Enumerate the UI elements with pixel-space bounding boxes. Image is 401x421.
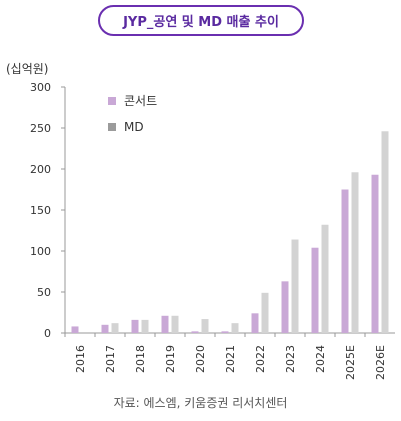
source-note: 자료: 에스엠, 키움증권 리서치센터 [113, 396, 288, 410]
x-tick-label: 2025E [344, 345, 357, 380]
x-tick-label: 2017 [104, 345, 117, 373]
chart-title: JYP_공연 및 MD 매출 추이 [98, 5, 304, 36]
bar-md-2019 [171, 315, 179, 333]
y-tick-label: 50 [37, 286, 51, 299]
y-tick-label: 100 [30, 245, 51, 258]
legend-label: MD [124, 120, 144, 134]
y-tick-label: 250 [30, 122, 51, 135]
bar-md-2022 [261, 292, 269, 333]
x-tick-label: 2026E [374, 345, 387, 380]
bar-concert-2021 [221, 331, 229, 333]
bar-concert-2025E [341, 189, 349, 333]
x-tick-label: 2022 [254, 345, 267, 373]
x-tick-label: 2016 [74, 345, 87, 373]
bar-concert-2016 [71, 326, 79, 333]
y-tick-label: 200 [30, 163, 51, 176]
unit-label: (십억원) [6, 62, 49, 76]
x-tick-label: 2023 [284, 345, 297, 373]
bar-md-2018 [141, 319, 149, 333]
bar-concert-2022 [251, 313, 259, 333]
bar-md-2026E [381, 131, 389, 333]
bar-md-2025E [351, 172, 359, 333]
y-tick-label: 0 [44, 327, 51, 340]
x-tick-label: 2019 [164, 345, 177, 373]
x-tick-label: 2024 [314, 345, 327, 373]
bar-concert-2018 [131, 319, 139, 333]
legend-label: 콘서트 [124, 94, 157, 108]
bar-concert-2020 [191, 331, 199, 333]
x-tick-label: 2020 [194, 345, 207, 373]
bar-md-2017 [111, 323, 119, 333]
legend-swatch [108, 123, 116, 131]
y-tick-label: 150 [30, 204, 51, 217]
bar-concert-2019 [161, 315, 169, 333]
legend-swatch [108, 97, 116, 105]
bar-md-2023 [291, 239, 299, 333]
bar-concert-2017 [101, 324, 109, 333]
bar-concert-2026E [371, 174, 379, 333]
bar-concert-2023 [281, 281, 289, 333]
legend: 콘서트 MD [108, 94, 157, 134]
bar-md-2020 [201, 319, 209, 333]
x-tick-label: 2018 [134, 345, 147, 373]
y-tick-label: 300 [30, 81, 51, 94]
bar-concert-2024 [311, 247, 319, 333]
x-tick-label: 2021 [224, 345, 237, 373]
bar-md-2024 [321, 224, 329, 333]
bar-md-2021 [231, 323, 239, 333]
